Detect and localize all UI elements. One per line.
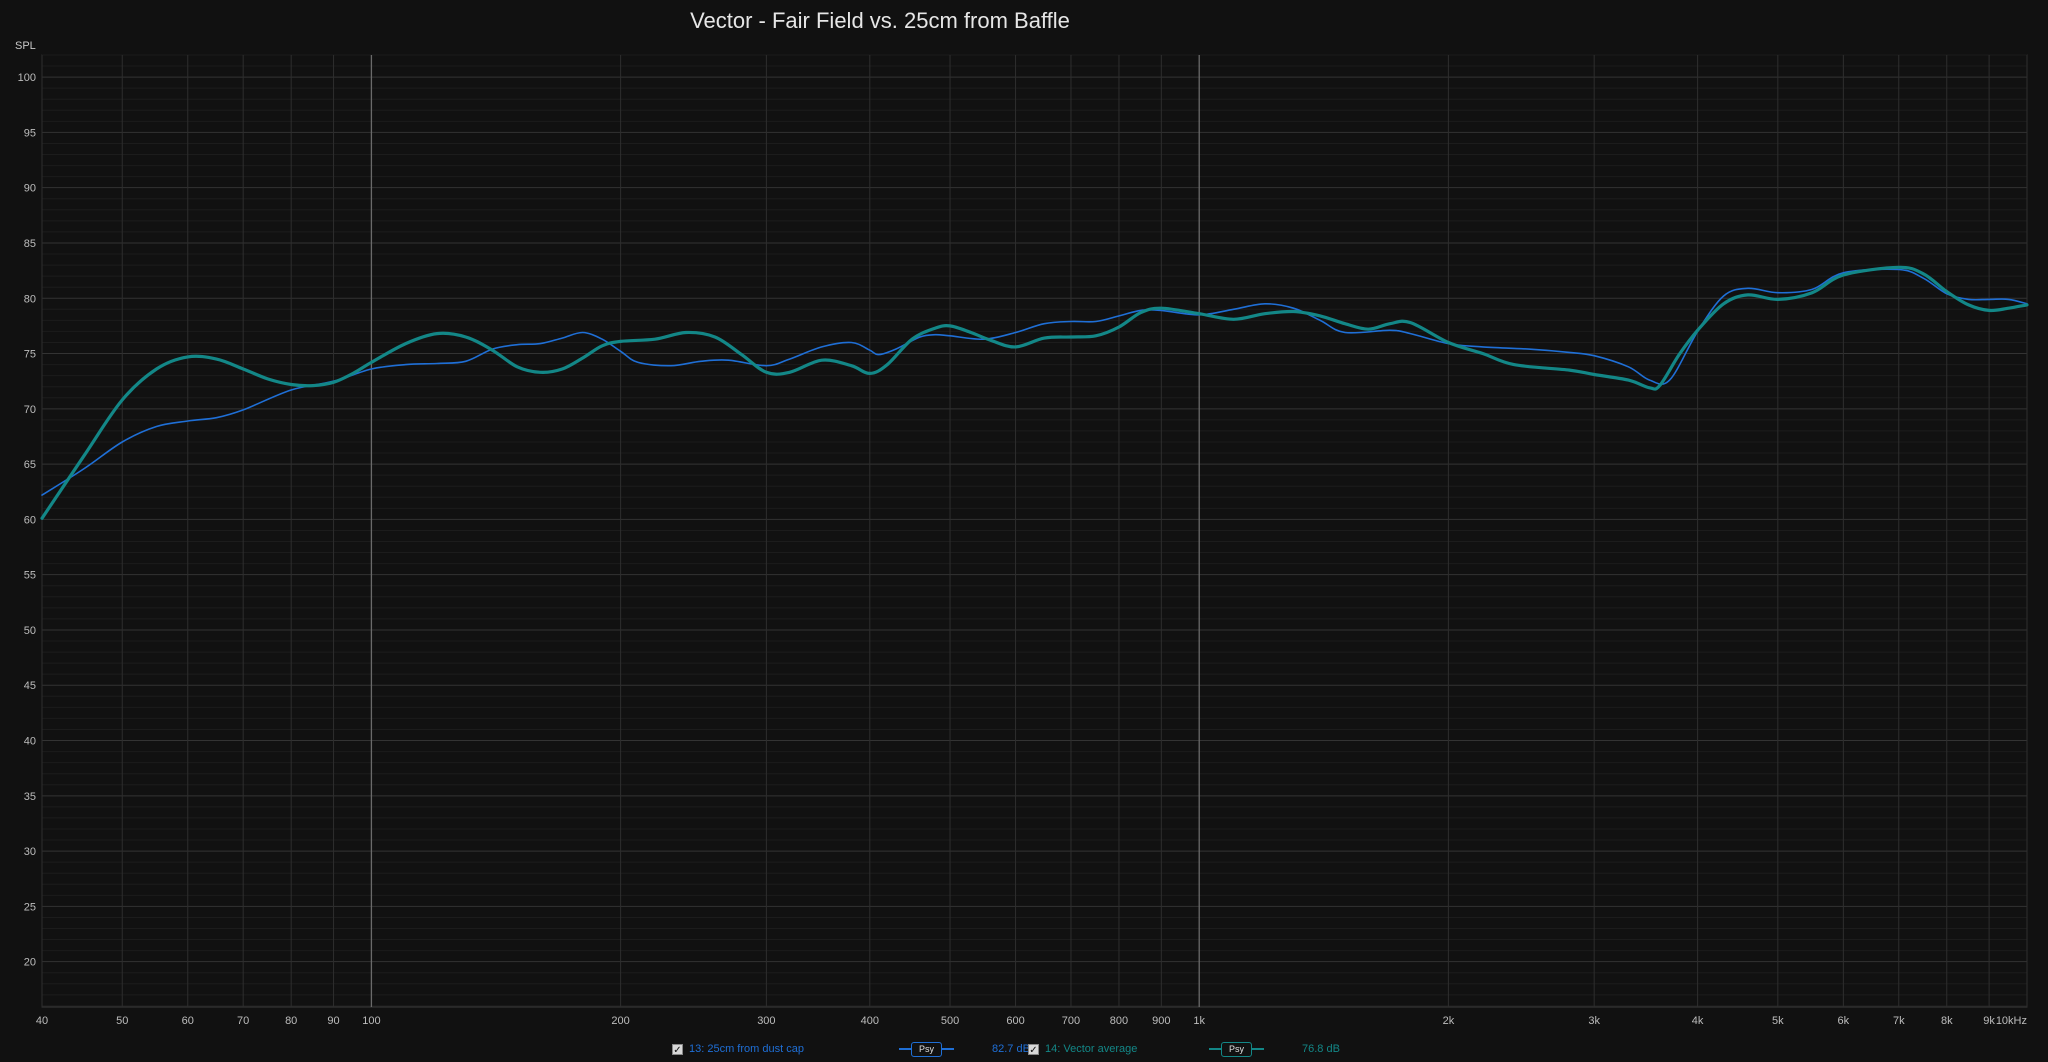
x-tick-label: 6k [1838, 1015, 1850, 1027]
series-line-vector-average [40, 265, 2029, 520]
x-tick-label: 50 [116, 1015, 128, 1027]
x-tick-label: 200 [611, 1015, 629, 1027]
y-tick-label: 40 [24, 736, 36, 748]
legend-line-swatch [1209, 1048, 1221, 1050]
y-tick-label: 50 [24, 625, 36, 637]
x-tick-label: 3k [1588, 1015, 1600, 1027]
y-tick-label: 100 [18, 72, 36, 84]
y-tick-label: 70 [24, 404, 36, 416]
legend-item-dust-cap: ✓ 13: 25cm from dust cap Psy 82.7 dB [672, 1040, 1030, 1058]
chart-title: Vector - Fair Field vs. 25cm from Baffle [690, 8, 1070, 33]
x-tick-label: 500 [941, 1015, 959, 1027]
legend-line-swatch [942, 1048, 955, 1050]
smoothing-psy-button[interactable]: Psy [1209, 1041, 1265, 1057]
y-tick-label: 65 [24, 459, 36, 471]
x-tick-label: 800 [1110, 1015, 1128, 1027]
series-visibility-checkbox[interactable]: ✓ [1028, 1043, 1039, 1056]
x-tick-label: 600 [1006, 1015, 1024, 1027]
y-tick-label: 35 [24, 791, 36, 803]
major-gridlines [41, 55, 2028, 1007]
y-tick-label: 95 [24, 127, 36, 139]
y-tick-label: 55 [24, 570, 36, 582]
x-tick-label: 400 [861, 1015, 879, 1027]
y-tick-label: 25 [24, 901, 36, 913]
y-tick-labels: 100 95 90 85 80 75 70 65 60 55 50 45 40 35 30 25 20 [18, 72, 36, 969]
legend-series-name: 13: 25cm from dust cap [689, 1043, 804, 1055]
y-tick-label: 85 [24, 238, 36, 250]
x-tick-label: 90 [327, 1015, 339, 1027]
y-axis-label: SPL [15, 40, 36, 52]
smoothing-psy-button[interactable]: Psy [899, 1041, 955, 1057]
y-tick-label: 45 [24, 680, 36, 692]
x-tick-label: 2k [1443, 1015, 1455, 1027]
x-tick-label: 100 [362, 1015, 380, 1027]
y-tick-label: 60 [24, 514, 36, 526]
x-tick-labels: 40 50 60 70 80 90 100 200 300 400 500 600 700 800 900 1… [36, 1015, 2027, 1027]
x-tick-label: 900 [1152, 1015, 1170, 1027]
legend-line-swatch [1252, 1048, 1265, 1050]
minor-gridlines [42, 54, 2027, 1007]
legend-item-vector-average: ✓ 14: Vector average Psy 76.8 dB [1028, 1040, 1340, 1058]
x-tick-label: 10kHz [1996, 1015, 2027, 1027]
smoothing-label: Psy [1221, 1041, 1253, 1057]
legend-series-name: 14: Vector average [1045, 1043, 1138, 1055]
x-tick-label: 70 [237, 1015, 249, 1027]
x-tick-label: 40 [36, 1015, 48, 1027]
x-tick-label: 7k [1893, 1015, 1905, 1027]
x-tick-label: 9k [1983, 1015, 1995, 1027]
legend-level-readout: 82.7 dB [992, 1043, 1030, 1055]
y-tick-label: 80 [24, 293, 36, 305]
legend-level-readout: 76.8 dB [1302, 1043, 1340, 1055]
x-tick-label: 700 [1062, 1015, 1080, 1027]
x-tick-label: 60 [182, 1015, 194, 1027]
x-tick-label: 1k [1193, 1015, 1205, 1027]
y-tick-label: 20 [24, 957, 36, 969]
y-tick-label: 90 [24, 183, 36, 195]
x-tick-label: 8k [1941, 1015, 1953, 1027]
series-layer [40, 265, 2029, 520]
y-tick-label: 30 [24, 846, 36, 858]
x-tick-label: 5k [1772, 1015, 1784, 1027]
x-tick-label: 4k [1692, 1015, 1704, 1027]
x-tick-label: 300 [757, 1015, 775, 1027]
legend-line-swatch [899, 1048, 911, 1050]
y-tick-label: 75 [24, 349, 36, 361]
series-visibility-checkbox[interactable]: ✓ [672, 1043, 683, 1056]
x-tick-label: 80 [285, 1015, 297, 1027]
smoothing-label: Psy [911, 1041, 943, 1057]
